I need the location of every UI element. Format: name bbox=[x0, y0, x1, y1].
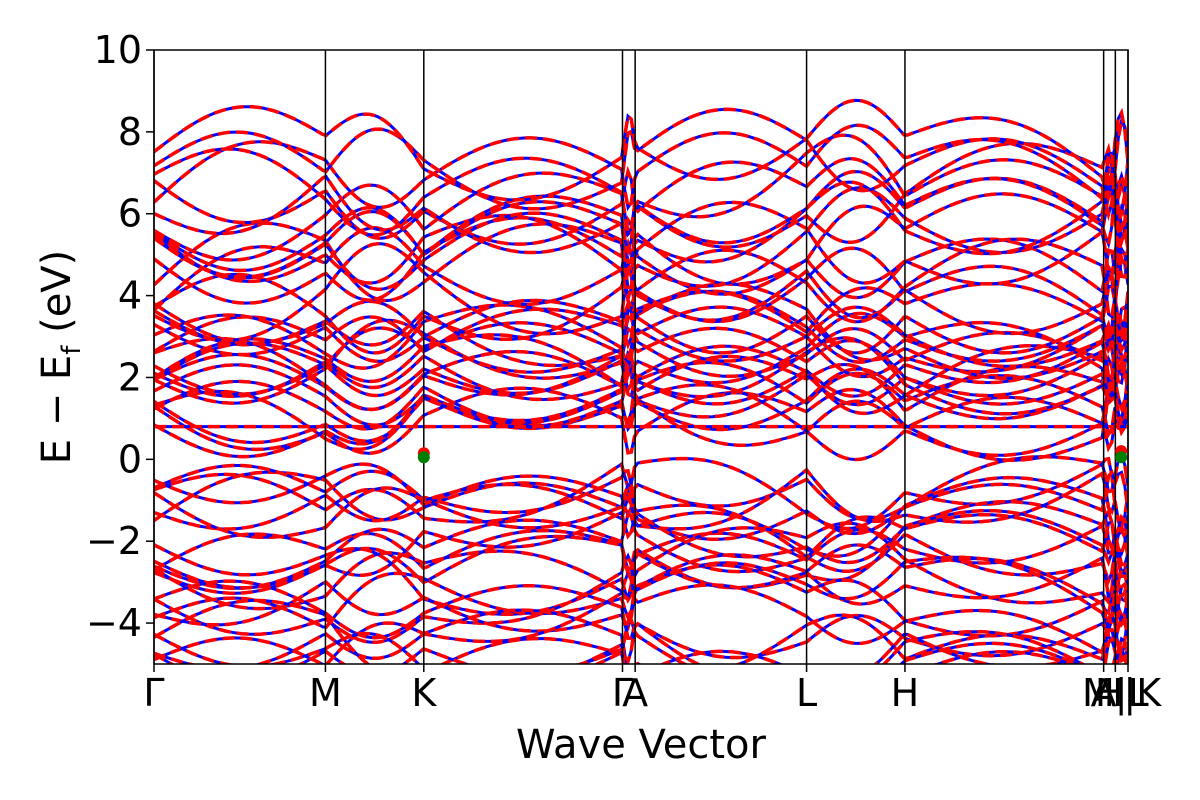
x-tick-label: H bbox=[891, 671, 920, 715]
band-line-dashed bbox=[154, 450, 1128, 522]
band-line-dashed bbox=[154, 200, 1128, 305]
band-line-dashed bbox=[154, 123, 1128, 230]
band-line-dashed bbox=[154, 354, 1128, 433]
plot-frame bbox=[153, 49, 1129, 665]
band-line-dashed bbox=[154, 241, 1128, 345]
band-line-dashed bbox=[154, 281, 1128, 350]
band-line-dashed bbox=[154, 349, 1128, 419]
x-tick-label: A bbox=[1091, 671, 1117, 715]
band-line-dashed bbox=[154, 299, 1128, 379]
band-line-dashed bbox=[154, 568, 1128, 664]
band-line-solid bbox=[154, 107, 1128, 221]
band-line-dashed bbox=[154, 508, 1128, 590]
band-line-dashed bbox=[154, 463, 1128, 565]
band-line-dashed bbox=[154, 629, 1119, 664]
band-line-dashed bbox=[154, 507, 1128, 595]
band-line-dashed bbox=[154, 303, 1128, 379]
band-edge-marker bbox=[1115, 451, 1128, 464]
band-line-dashed bbox=[154, 456, 1128, 531]
y-axis-label-unit: (eV) bbox=[34, 250, 80, 346]
y-axis-label-sub: f bbox=[57, 345, 87, 355]
x-tick-label: Γ bbox=[143, 671, 164, 715]
y-tick-label: 10 bbox=[94, 28, 142, 72]
band-edge-markers bbox=[417, 445, 1128, 464]
y-tick-label: 0 bbox=[118, 437, 142, 481]
band-line-dashed bbox=[154, 325, 1128, 398]
y-tick-label: 4 bbox=[118, 274, 142, 318]
x-tick-label: H|K bbox=[1095, 671, 1162, 716]
y-tick-label: −2 bbox=[86, 519, 142, 563]
band-line-dashed bbox=[154, 215, 1128, 305]
band-line-dashed bbox=[154, 282, 1128, 385]
band-line-dashed bbox=[154, 98, 1128, 203]
y-axis-label-main: E − E bbox=[34, 355, 80, 465]
band-line-dashed bbox=[154, 255, 1128, 355]
x-tick-label: A bbox=[622, 671, 648, 715]
x-tick-label: Γ bbox=[612, 671, 633, 715]
x-axis-ticks: Γ M K ΓA L H AM|LH|K bbox=[143, 664, 1162, 716]
x-tick-label: K bbox=[411, 671, 437, 715]
band-line-dashed bbox=[154, 608, 1128, 664]
y-axis-label: E − Ef (eV) bbox=[34, 250, 87, 465]
band-line-dashed bbox=[154, 360, 1128, 462]
band-line-dashed bbox=[154, 289, 1128, 374]
band-line-dashed bbox=[154, 521, 1128, 617]
x-tick-label: L bbox=[796, 671, 817, 715]
y-tick-label: 6 bbox=[118, 192, 142, 236]
band-line-dashed bbox=[154, 325, 1128, 412]
y-tick-label: 2 bbox=[118, 355, 142, 399]
band-line-dashed bbox=[154, 317, 1128, 416]
y-axis-ticks: −4 −2 0 2 4 6 8 10 bbox=[86, 28, 154, 645]
high-symmetry-lines bbox=[153, 50, 1129, 664]
band-line-dashed bbox=[154, 360, 1128, 439]
x-axis-label: Wave Vector bbox=[516, 722, 767, 768]
band-line-dashed bbox=[296, 621, 1128, 664]
band-line-solid bbox=[154, 179, 1128, 286]
band-line-dashed bbox=[154, 133, 1128, 237]
band-line-dashed bbox=[154, 311, 1128, 405]
band-line-dashed bbox=[154, 636, 1128, 664]
band-line-dashed bbox=[154, 475, 1128, 576]
y-tick-label: −4 bbox=[86, 601, 142, 645]
band-line-dashed bbox=[154, 549, 1128, 612]
band-line-dashed bbox=[154, 332, 1128, 416]
band-line-dashed bbox=[154, 468, 1128, 541]
x-tick-label: M|L bbox=[1082, 671, 1149, 716]
band-line-dashed bbox=[154, 598, 1128, 664]
y-tick-label: 8 bbox=[118, 110, 142, 154]
x-tick-label: M bbox=[309, 671, 342, 715]
band-line-dashed bbox=[154, 579, 1128, 660]
band-line-dashed bbox=[154, 511, 1128, 591]
band-edge-marker bbox=[417, 451, 430, 464]
band-line-dashed bbox=[154, 563, 1128, 645]
band-line-dashed bbox=[154, 141, 1128, 258]
band-lines bbox=[154, 98, 1128, 664]
